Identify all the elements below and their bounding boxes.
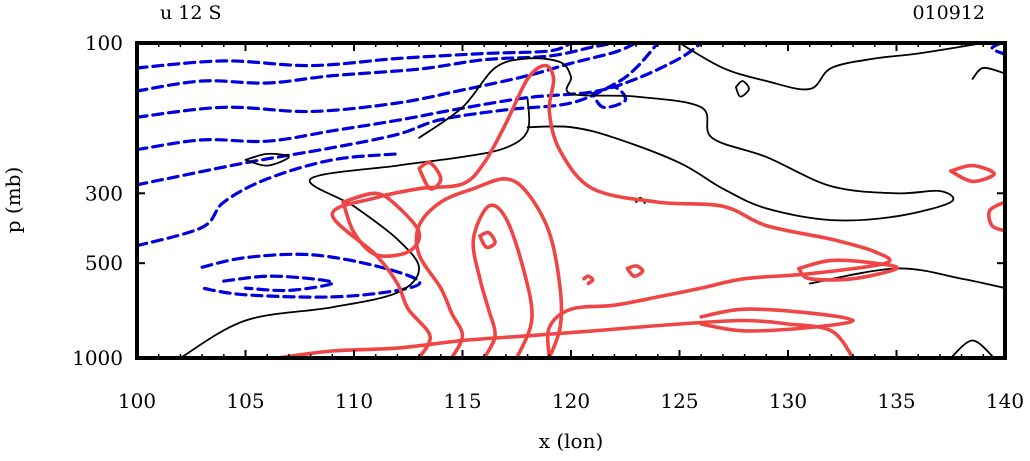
x-tick-label-110: 110 [335,389,373,413]
contour-zero-12 [418,57,955,222]
contour-negative-8 [222,274,335,293]
contour-positive-29 [949,163,996,184]
contour-zero-14 [244,152,290,167]
y-tick-label-300: 300 [85,181,123,205]
contour-negative-7 [200,252,422,299]
contour-negative-9 [591,85,628,110]
contour-zero-11 [179,97,531,358]
contour-negative-6 [137,152,399,248]
contour-positive-20 [276,318,855,358]
contour-negative-1 [137,43,573,70]
contour-negative-3 [137,43,638,119]
chart-title-left: u 12 S [160,2,222,24]
contour-positive-24 [478,230,497,250]
contour-layer [137,43,1005,358]
x-tick-label-125: 125 [660,389,698,413]
contour-positive-32 [625,264,645,279]
contour-positive-28 [797,258,899,282]
x-tick-label-135: 135 [877,389,915,413]
contour-negative-4 [137,43,703,152]
contour-positive-31 [582,274,595,286]
y-axis-label: p (mb) [1,167,25,234]
contour-positive-22 [414,177,564,358]
contour-positive-30 [987,200,1005,233]
contour-zero-13 [678,43,985,91]
contour-zero-17 [808,267,1005,289]
x-tick-label-130: 130 [769,389,807,413]
y-tick-label-100: 100 [85,31,123,55]
contour-zero-18 [971,66,1005,80]
contour-positive-26 [417,160,443,191]
contour-positive-21 [330,63,892,358]
tick-label-layer: 100 105 110 115 120 125 130 135 140 1000 500 300 100 [72,31,1024,413]
x-tick-label-115: 115 [443,389,481,413]
plot-frame [135,41,1007,360]
contour-zero-15 [735,80,750,98]
chart-title-right: 010912 [912,2,985,24]
y-tick-label-1000: 1000 [72,346,123,370]
contour-negative-2 [137,43,616,93]
contour-negative-5 [137,43,660,187]
x-tick-label-100: 100 [118,389,156,413]
y-tick-label-500: 500 [85,251,123,275]
x-tick-label-140: 140 [986,389,1024,413]
contour-zero-19 [949,339,996,358]
x-tick-label-120: 120 [552,389,590,413]
contour-positive-23 [471,203,534,358]
contour-positive-25 [341,191,422,258]
contour-positive-27 [699,307,855,333]
x-tick-label-105: 105 [226,389,264,413]
x-axis-label: x (lon) [539,429,604,453]
